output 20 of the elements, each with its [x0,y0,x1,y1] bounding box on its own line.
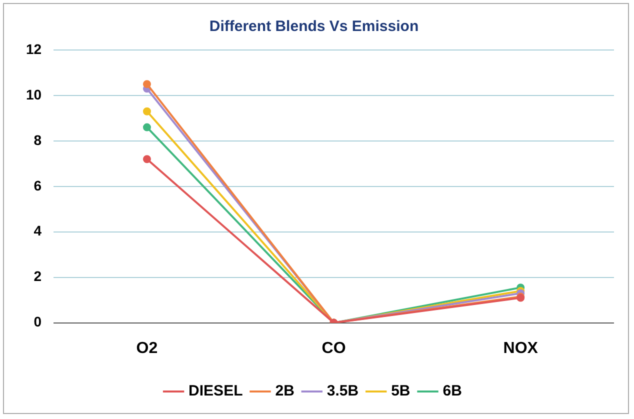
x-tick-label: O2 [136,340,158,357]
point [142,155,151,164]
y-tick-label: 12 [26,40,42,57]
point [142,80,151,88]
x-tick-label: CO [322,340,346,357]
y-tick-label: 6 [34,177,42,194]
chart-title: Different Blends Vs Emission [209,18,419,36]
x-tick-label: NOX [503,340,538,357]
legend-label: 3.5B [326,382,359,400]
y-tick-label: 2 [34,268,42,284]
legend-label: 6B [442,382,462,400]
y-tick-label: 0 [34,314,42,330]
legend-label: 5B [391,382,410,400]
legend-label: DIESEL [188,382,243,400]
point [142,123,151,132]
y-tick-label: 4 [34,222,42,239]
legend-label: 2B [275,382,295,400]
point [142,107,151,116]
y-tick-label: 8 [34,132,42,148]
y-tick-label: 10 [26,86,42,102]
